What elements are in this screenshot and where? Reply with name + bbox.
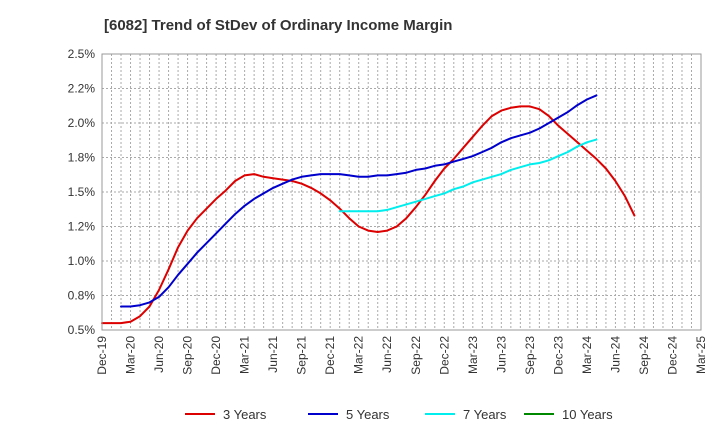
x-tick-label: Mar-23: [466, 336, 480, 374]
series-lines: [101, 94, 636, 325]
x-tick-label: Jun-24: [608, 336, 622, 373]
x-axis-ticks: Dec-19 Mar-20 Jun-20 Sep-20 Dec-20 Mar-21 Jun-…: [95, 336, 708, 375]
plot-area: [102, 54, 701, 330]
plot-border: [101, 53, 702, 331]
x-tick-label: Jun-21: [266, 336, 280, 373]
y-tick-label: 2.2%: [68, 82, 96, 96]
y-tick-label: 1.0%: [68, 254, 96, 268]
y-tick-label: 0.8%: [68, 289, 96, 303]
y-tick-label: 2.0%: [68, 116, 96, 130]
legend-label: 3 Years: [223, 407, 267, 422]
x-tick-label: Jun-23: [494, 336, 508, 373]
x-tick-label: Dec-22: [437, 336, 451, 375]
series-line-3-years: [101, 105, 636, 325]
legend-label: 5 Years: [346, 407, 390, 422]
x-tick-label: Sep-24: [637, 336, 651, 375]
y-tick-label: 1.2%: [68, 220, 96, 234]
x-tick-label: Sep-22: [409, 336, 423, 375]
x-tick-label: Dec-23: [551, 336, 565, 375]
x-tick-label: Jun-22: [380, 336, 394, 373]
x-tick-label: Mar-22: [352, 336, 366, 374]
x-tick-label: Dec-24: [665, 336, 679, 375]
x-tick-label: Sep-20: [181, 336, 195, 375]
x-tick-label: Dec-20: [209, 336, 223, 375]
legend-label: 10 Years: [562, 407, 613, 422]
series-line-7-years: [338, 138, 598, 213]
x-tick-label: Dec-21: [323, 336, 337, 375]
chart-title: [6082] Trend of StDev of Ordinary Income…: [104, 17, 452, 34]
legend-label: 7 Years: [463, 407, 507, 422]
x-tick-label: Dec-19: [95, 336, 109, 375]
y-tick-label: 2.5%: [68, 47, 96, 61]
x-tick-label: Mar-21: [238, 336, 252, 374]
grid: [102, 54, 701, 330]
x-tick-label: Jun-20: [152, 336, 166, 373]
x-tick-label: Mar-20: [124, 336, 138, 374]
x-tick-label: Mar-25: [694, 336, 708, 374]
y-tick-label: 1.5%: [68, 185, 96, 199]
series-line-5-years: [120, 94, 598, 308]
y-axis-ticks: 0.5% 0.8% 1.0% 1.2% 1.5% 1.8% 2.0% 2.2% 2.5%: [68, 47, 96, 337]
y-tick-label: 0.5%: [68, 323, 96, 337]
x-tick-label: Sep-23: [523, 336, 537, 375]
y-tick-label: 1.8%: [68, 151, 96, 165]
x-tick-label: Sep-21: [295, 336, 309, 375]
legend: 3 Years 5 Years 7 Years 10 Years: [185, 407, 613, 422]
x-tick-label: Mar-24: [580, 336, 594, 374]
